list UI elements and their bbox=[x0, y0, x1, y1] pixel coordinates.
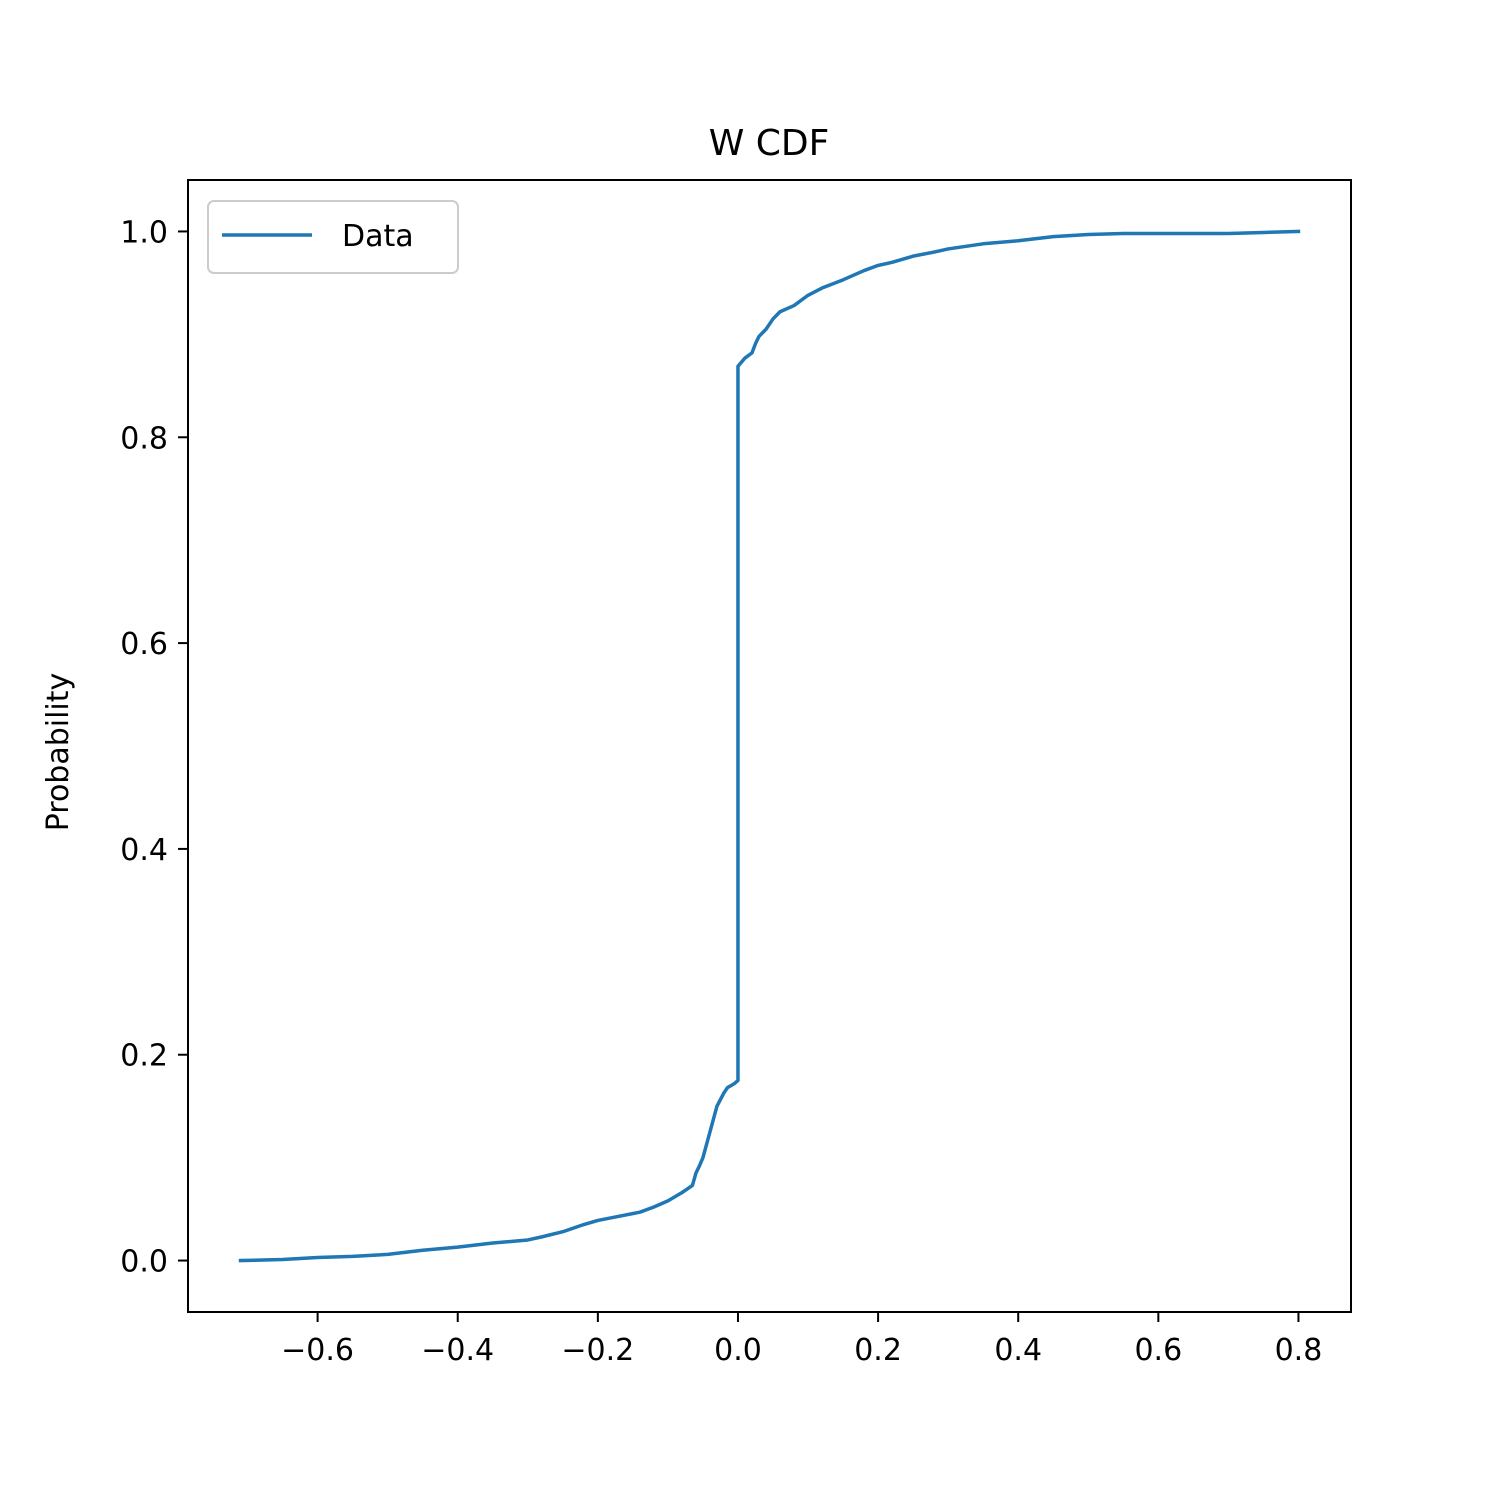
x-tick-label: −0.2 bbox=[561, 1333, 634, 1368]
legend-label: Data bbox=[342, 219, 414, 254]
y-tick-label: 0.0 bbox=[120, 1245, 168, 1280]
y-tick-label: 0.6 bbox=[120, 627, 168, 662]
x-tick-label: 0.8 bbox=[1275, 1333, 1323, 1368]
x-tick-label: −0.4 bbox=[421, 1333, 494, 1368]
legend: Data bbox=[207, 200, 459, 274]
x-tick-label: 0.2 bbox=[854, 1333, 902, 1368]
chart-title: W CDF bbox=[709, 123, 830, 164]
x-tick-label: 0.4 bbox=[994, 1333, 1042, 1368]
y-tick-label: 0.4 bbox=[120, 833, 168, 868]
axis-ticks: −0.6 −0.4 −0.2 0.0 0.2 0.4 0.6 0.8 0.0 0.2 0.4 0.6 0… bbox=[120, 215, 1322, 1368]
legend-box bbox=[207, 200, 459, 274]
series-layer bbox=[238, 229, 1301, 1263]
x-tick-label: −0.6 bbox=[281, 1333, 354, 1368]
axes-frame bbox=[187, 179, 1352, 1313]
y-axis-label: Probability bbox=[41, 673, 76, 832]
y-tick-label: 0.2 bbox=[120, 1039, 168, 1074]
series-line-data bbox=[238, 229, 1301, 1263]
x-tick-label: 0.0 bbox=[714, 1333, 762, 1368]
y-tick-label: 1.0 bbox=[120, 215, 168, 250]
x-tick-label: 0.6 bbox=[1134, 1333, 1182, 1368]
y-tick-label: 0.8 bbox=[120, 421, 168, 456]
